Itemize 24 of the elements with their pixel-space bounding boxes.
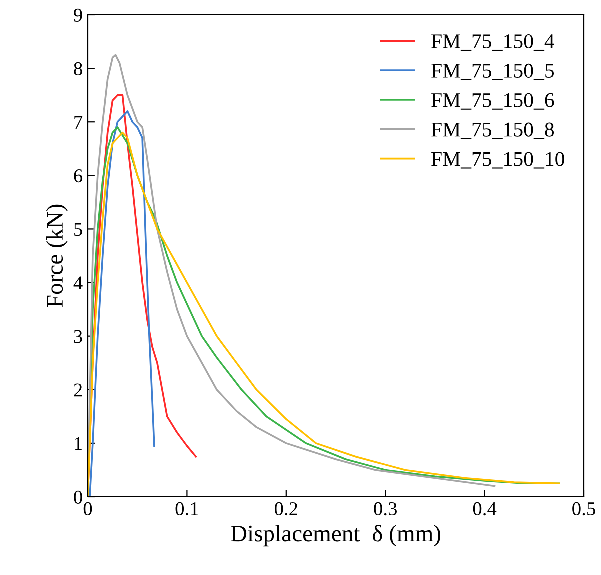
- y-tick-label: 4: [74, 276, 83, 290]
- y-axis-title: Force (kN): [46, 204, 68, 308]
- x-tick-label: 0.1: [176, 502, 198, 516]
- x-tick-label: 0.5: [572, 502, 596, 516]
- x-axis-title: Displacement δ (mm): [231, 525, 441, 547]
- legend-label: FM_75_150_8: [432, 122, 554, 140]
- y-tick-label: 0: [74, 490, 82, 504]
- y-tick-label: 8: [74, 62, 82, 76]
- legend-label: FM_75_150_4: [432, 34, 555, 52]
- y-tick-label: 9: [74, 8, 82, 22]
- y-tick-label: 6: [74, 170, 83, 183]
- y-tick-label: 1: [75, 437, 82, 450]
- legend-label: FM_75_150_5: [432, 64, 554, 80]
- line-series: [89, 110, 156, 497]
- x-tick-label: 0.4: [473, 502, 497, 516]
- x-tick-label: 0.3: [374, 502, 397, 516]
- x-tick-label: 0.2: [274, 502, 298, 516]
- y-tick-label: 2: [74, 384, 82, 397]
- y-tick-label: 5: [74, 223, 82, 236]
- legend-label: FM_75_150_10: [432, 152, 564, 169]
- x-tick-label: 0: [84, 502, 92, 516]
- legend-label: FM_75_150_6: [432, 93, 554, 110]
- y-tick-label: 3: [74, 330, 82, 344]
- y-tick-label: 7: [74, 116, 83, 129]
